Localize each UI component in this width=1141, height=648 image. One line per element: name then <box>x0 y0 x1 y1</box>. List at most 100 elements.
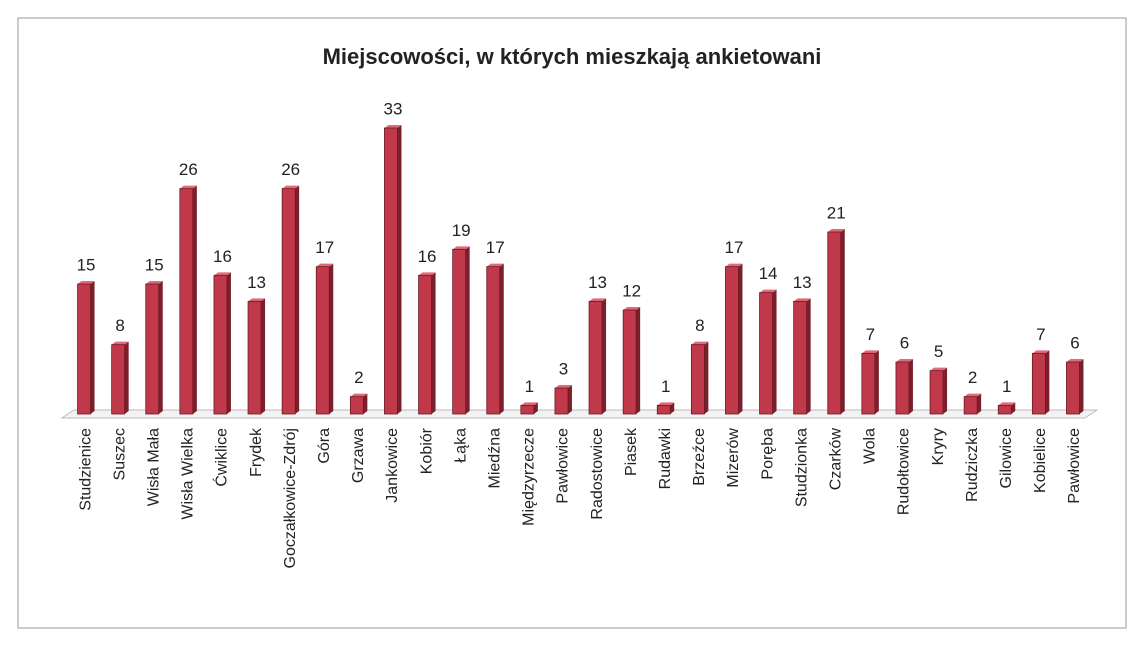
bar <box>281 188 296 415</box>
x-tick-label: Studzienice <box>77 428 94 511</box>
x-tick-label: Kryry <box>930 428 947 465</box>
bar <box>315 266 330 415</box>
x-tick-label: Piasek <box>623 427 640 476</box>
data-label: 13 <box>793 273 812 292</box>
bar-top <box>1032 350 1050 354</box>
bar <box>452 248 467 415</box>
data-label: 7 <box>1036 325 1045 344</box>
bar-side <box>431 272 436 414</box>
bar <box>656 404 671 415</box>
bar <box>418 274 432 415</box>
bar-top <box>964 393 982 397</box>
bar-top <box>213 272 231 276</box>
bar-top <box>282 185 300 189</box>
x-tick-label: Kobiór <box>418 427 435 474</box>
bar-top <box>179 185 197 189</box>
x-tick-label: Wola <box>862 428 879 464</box>
data-label: 12 <box>622 281 641 300</box>
bar-top <box>861 350 879 354</box>
bar-top <box>384 125 402 128</box>
bar-top <box>691 341 709 345</box>
x-tick-label: Łąka <box>452 428 469 463</box>
x-tick-label: Wisła Wielka <box>180 428 197 520</box>
data-label: 13 <box>247 273 266 292</box>
data-label: 26 <box>281 160 300 179</box>
bar-side <box>704 341 709 414</box>
bar-side <box>567 385 572 414</box>
x-tick-label: Suszec <box>111 428 128 480</box>
bar-top <box>759 289 777 293</box>
bar-top <box>623 307 641 310</box>
bar <box>213 274 228 415</box>
data-label: 1 <box>1002 377 1011 396</box>
data-label: 1 <box>661 377 670 396</box>
bar <box>690 344 705 415</box>
bar-top <box>452 246 470 250</box>
bar <box>520 404 535 415</box>
bar-top <box>1066 359 1084 362</box>
data-label: 14 <box>759 264 778 283</box>
x-tick-label: Poręba <box>759 428 776 480</box>
data-label: 6 <box>900 333 909 352</box>
bar-side <box>124 341 129 414</box>
x-tick-label: Pawłowice <box>1066 428 1083 504</box>
bar <box>895 361 910 415</box>
x-tick-label: Jankowice <box>384 428 401 503</box>
data-label: 3 <box>559 359 568 378</box>
chart-title: Miejscowości, w których mieszkają ankiet… <box>323 44 822 69</box>
bar-top <box>111 341 129 345</box>
bar-top <box>554 385 572 388</box>
bar <box>929 370 944 415</box>
x-tick-label: Wisła Mała <box>145 428 162 506</box>
bar-top <box>793 298 811 302</box>
bar-side <box>397 125 402 414</box>
bar-side <box>806 298 811 414</box>
bar-side <box>943 367 948 414</box>
bar-top <box>486 263 504 267</box>
bar-side <box>226 272 231 414</box>
data-label: 19 <box>452 221 471 240</box>
bar <box>588 300 603 415</box>
bar-top <box>657 402 675 406</box>
data-label: 7 <box>866 325 875 344</box>
bar <box>1031 352 1046 415</box>
bar-top <box>145 281 163 284</box>
bar-side <box>158 281 163 414</box>
bar <box>349 396 364 415</box>
bar-top <box>350 393 368 397</box>
bar-side <box>329 263 334 414</box>
bar <box>179 188 194 415</box>
bar-side <box>499 263 504 414</box>
x-tick-label: Czarków <box>827 428 844 491</box>
x-tick-label: Frydek <box>248 427 265 477</box>
data-label: 33 <box>383 99 402 118</box>
bar <box>145 283 160 415</box>
x-tick-label: Ćwiklice <box>212 428 231 487</box>
bar-side <box>874 350 879 414</box>
bar <box>1066 361 1080 415</box>
bar-top <box>77 281 95 284</box>
bar <box>725 266 739 415</box>
x-tick-label: Miedźna <box>486 428 503 489</box>
bar-side <box>738 263 743 414</box>
bar-top <box>316 263 334 267</box>
x-tick-label: Góra <box>316 428 333 464</box>
data-label: 21 <box>827 203 846 222</box>
bar-side <box>840 229 845 414</box>
bar <box>861 352 876 415</box>
x-tick-label: Kobielice <box>1032 428 1049 493</box>
bar-side <box>465 246 470 414</box>
data-label: 13 <box>588 273 607 292</box>
bar-side <box>1011 402 1016 414</box>
data-label: 15 <box>77 255 96 274</box>
bar-top <box>827 229 845 232</box>
bar-top <box>895 359 913 362</box>
x-tick-label: Pawłowice <box>555 428 572 504</box>
bar-top <box>930 367 948 371</box>
bar-side <box>977 393 982 414</box>
bar <box>77 283 91 415</box>
data-label: 17 <box>486 238 505 257</box>
x-tick-label: Studzionka <box>793 428 810 507</box>
bar <box>384 127 398 415</box>
